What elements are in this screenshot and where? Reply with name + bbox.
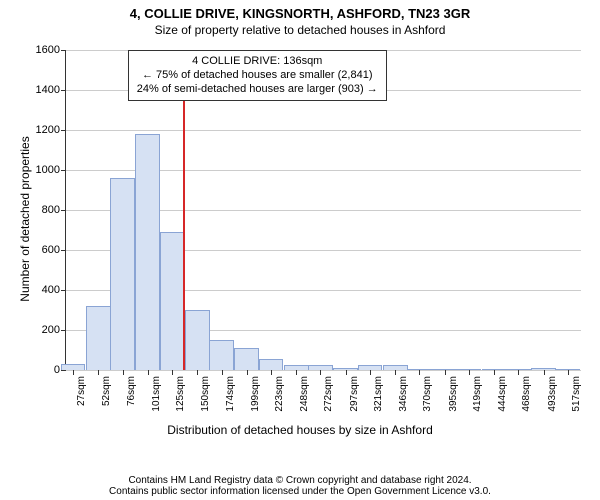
histogram-bar xyxy=(185,310,210,370)
x-tick-label: 199sqm xyxy=(250,376,261,412)
x-tick-label: 76sqm xyxy=(126,376,137,406)
histogram-bar xyxy=(160,232,185,370)
x-tick-label: 395sqm xyxy=(448,376,459,412)
histogram-bar xyxy=(86,306,111,370)
x-tick-mark xyxy=(98,370,99,375)
x-tick-label: 297sqm xyxy=(349,376,360,412)
histogram-bar xyxy=(259,359,284,370)
y-tick-label: 600 xyxy=(20,244,66,256)
x-tick-label: 150sqm xyxy=(200,376,211,412)
gridline-h xyxy=(66,370,581,371)
x-tick-mark xyxy=(271,370,272,375)
x-tick-mark xyxy=(518,370,519,375)
x-tick-mark xyxy=(197,370,198,375)
caption-line-2: Contains public sector information licen… xyxy=(0,486,600,497)
y-tick-label: 1200 xyxy=(20,124,66,136)
x-tick-mark xyxy=(469,370,470,375)
x-tick-mark xyxy=(494,370,495,375)
y-tick-label: 200 xyxy=(20,324,66,336)
x-axis-label: Distribution of detached houses by size … xyxy=(10,423,590,437)
annotation-box: 4 COLLIE DRIVE: 136sqm← 75% of detached … xyxy=(128,50,387,101)
x-tick-mark xyxy=(544,370,545,375)
x-tick-label: 248sqm xyxy=(299,376,310,412)
page-title: 4, COLLIE DRIVE, KINGSNORTH, ASHFORD, TN… xyxy=(0,0,600,21)
x-tick-label: 125sqm xyxy=(175,376,186,412)
y-tick-label: 0 xyxy=(20,364,66,376)
x-tick-label: 444sqm xyxy=(497,376,508,412)
x-tick-mark xyxy=(320,370,321,375)
x-tick-mark xyxy=(172,370,173,375)
x-tick-mark xyxy=(73,370,74,375)
x-tick-label: 517sqm xyxy=(571,376,582,412)
x-tick-label: 346sqm xyxy=(398,376,409,412)
histogram-bar xyxy=(135,134,160,370)
x-tick-mark xyxy=(346,370,347,375)
y-tick-label: 800 xyxy=(20,204,66,216)
x-tick-mark xyxy=(419,370,420,375)
x-tick-mark xyxy=(370,370,371,375)
y-tick-label: 1000 xyxy=(20,164,66,176)
x-tick-label: 493sqm xyxy=(547,376,558,412)
x-tick-label: 370sqm xyxy=(422,376,433,412)
y-tick-label: 400 xyxy=(20,284,66,296)
annotation-line-3: 24% of semi-detached houses are larger (… xyxy=(137,83,378,97)
source-caption: Contains HM Land Registry data © Crown c… xyxy=(0,475,600,497)
page-subtitle: Size of property relative to detached ho… xyxy=(0,21,600,37)
x-tick-label: 321sqm xyxy=(373,376,384,412)
x-tick-label: 101sqm xyxy=(151,376,162,412)
x-tick-label: 27sqm xyxy=(76,376,87,406)
histogram-bar xyxy=(209,340,234,370)
y-tick-label: 1600 xyxy=(20,44,66,56)
x-tick-mark xyxy=(222,370,223,375)
annotation-line-1: 4 COLLIE DRIVE: 136sqm xyxy=(137,55,378,69)
x-tick-mark xyxy=(395,370,396,375)
x-tick-mark xyxy=(568,370,569,375)
x-tick-label: 419sqm xyxy=(472,376,483,412)
x-tick-label: 272sqm xyxy=(323,376,334,412)
histogram-bar xyxy=(234,348,259,370)
caption-line-1: Contains HM Land Registry data © Crown c… xyxy=(0,475,600,486)
x-tick-mark xyxy=(148,370,149,375)
plot-area: 0200400600800100012001400160027sqm52sqm7… xyxy=(65,50,581,371)
y-tick-label: 1400 xyxy=(20,84,66,96)
gridline-h xyxy=(66,130,581,131)
annotation-line-2: ← 75% of detached houses are smaller (2,… xyxy=(137,69,378,83)
x-tick-label: 52sqm xyxy=(101,376,112,406)
x-tick-mark xyxy=(445,370,446,375)
x-tick-mark xyxy=(247,370,248,375)
x-tick-label: 174sqm xyxy=(225,376,236,412)
chart-container: Number of detached properties 0200400600… xyxy=(10,42,590,437)
x-tick-label: 223sqm xyxy=(274,376,285,412)
x-tick-mark xyxy=(123,370,124,375)
x-tick-label: 468sqm xyxy=(521,376,532,412)
histogram-bar xyxy=(110,178,135,370)
x-tick-mark xyxy=(296,370,297,375)
